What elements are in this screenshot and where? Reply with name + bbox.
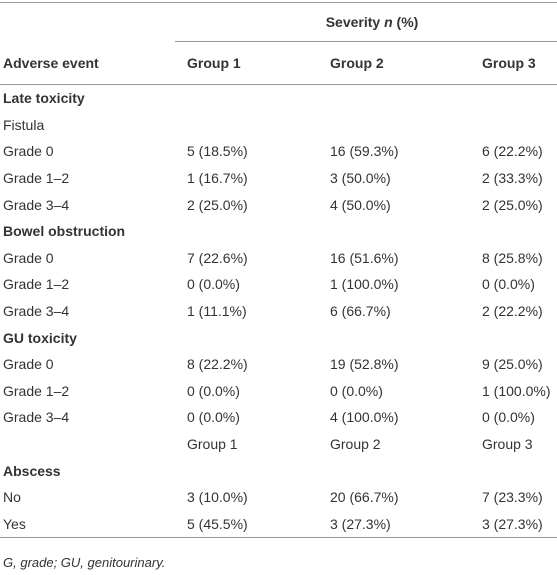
value-cell: 9 (25.0%) bbox=[482, 356, 543, 373]
data-row: Grade 3–4 0 (0.0%) 4 (100.0%) 0 (0.0%) bbox=[0, 404, 557, 431]
data-table: Severity n (%) Adverse event Group 1 Group… bbox=[0, 2, 557, 539]
value-cell: 6 (66.7%) bbox=[330, 303, 391, 320]
value-cell: 8 (22.2%) bbox=[187, 356, 248, 373]
value-cell: 3 (27.3%) bbox=[470, 510, 557, 539]
row-label: Grade 3–4 bbox=[3, 409, 70, 426]
data-row: Grade 3–4 2 (25.0%) 4 (50.0%) 2 (25.0%) bbox=[0, 191, 557, 218]
value-cell: 2 (25.0%) bbox=[482, 196, 543, 213]
value-cell: 8 (25.8%) bbox=[482, 249, 543, 266]
value-cell: 3 (27.3%) bbox=[318, 510, 470, 539]
column-header: Group 2 bbox=[318, 41, 470, 85]
severity-text: Severity bbox=[325, 14, 381, 30]
data-row: Grade 0 8 (22.2%) 19 (52.8%) 9 (25.0%) bbox=[0, 351, 557, 378]
value-cell: 0 (0.0%) bbox=[482, 276, 535, 293]
subsection-title: Fistula bbox=[3, 116, 45, 133]
value-cell: 4 (100.0%) bbox=[330, 409, 399, 426]
value-cell: 3 (10.0%) bbox=[187, 489, 248, 506]
section-title: Abscess bbox=[3, 462, 61, 479]
group-row: Group 1 Group 2 Group 3 bbox=[0, 431, 557, 458]
value-cell: 2 (25.0%) bbox=[187, 196, 248, 213]
section-title: GU toxicity bbox=[3, 329, 77, 346]
row-label: Grade 1–2 bbox=[3, 170, 70, 187]
severity-row: Severity n (%) bbox=[0, 2, 557, 42]
group-label: Group 1 bbox=[187, 436, 238, 453]
row-label: Grade 3–4 bbox=[3, 196, 70, 213]
value-cell: 7 (22.6%) bbox=[187, 249, 248, 266]
row-label: Grade 1–2 bbox=[3, 382, 70, 399]
value-cell: 7 (23.3%) bbox=[482, 489, 543, 506]
column-header: Group 3 bbox=[470, 41, 557, 85]
value-cell: 0 (0.0%) bbox=[330, 382, 383, 399]
data-row: Yes 5 (45.5%) 3 (27.3%) 3 (27.3%) bbox=[0, 510, 557, 539]
value-cell: 5 (45.5%) bbox=[175, 510, 318, 539]
header-row: Adverse event Group 1 Group 2 Group 3 bbox=[0, 41, 557, 85]
value-cell: 2 (33.3%) bbox=[482, 170, 543, 187]
column-header: Group 1 bbox=[175, 41, 318, 85]
value-cell: 0 (0.0%) bbox=[187, 276, 240, 293]
value-cell: 16 (59.3%) bbox=[330, 143, 399, 160]
section-row: Late toxicity bbox=[0, 85, 557, 112]
row-label: Grade 0 bbox=[3, 249, 54, 266]
footnote: G, grade; GU, genitourinary. bbox=[3, 555, 166, 570]
value-cell: 1 (100.0%) bbox=[330, 276, 399, 293]
value-cell: 19 (52.8%) bbox=[330, 356, 399, 373]
value-cell: 0 (0.0%) bbox=[187, 409, 240, 426]
section-title: Bowel obstruction bbox=[3, 223, 126, 240]
row-label: Grade 0 bbox=[3, 143, 54, 160]
group-label: Group 3 bbox=[482, 436, 533, 453]
table-body: Severity n (%) Adverse event Group 1 Group… bbox=[0, 2, 557, 539]
row-label: Grade 0 bbox=[3, 356, 54, 373]
value-cell: 0 (0.0%) bbox=[187, 382, 240, 399]
value-cell: 3 (50.0%) bbox=[330, 170, 391, 187]
data-row: Grade 0 5 (18.5%) 16 (59.3%) 6 (22.2%) bbox=[0, 138, 557, 165]
data-row: Grade 1–2 1 (16.7%) 3 (50.0%) 2 (33.3%) bbox=[0, 165, 557, 192]
row-label: Grade 3–4 bbox=[3, 303, 70, 320]
data-row: Grade 3–4 1 (11.1%) 6 (66.7%) 2 (22.2%) bbox=[0, 298, 557, 325]
row-label: Grade 1–2 bbox=[3, 276, 70, 293]
section-title: Late toxicity bbox=[3, 90, 85, 107]
section-row: GU toxicity bbox=[0, 324, 557, 351]
value-cell: 6 (22.2%) bbox=[482, 143, 543, 160]
severity-header: Severity n (%) bbox=[175, 2, 557, 42]
blank-cell bbox=[0, 2, 175, 42]
data-row: Grade 1–2 0 (0.0%) 0 (0.0%) 1 (100.0%) bbox=[0, 378, 557, 405]
severity-unit: (%) bbox=[396, 14, 419, 30]
group-label: Group 2 bbox=[330, 436, 381, 453]
value-cell: 2 (22.2%) bbox=[482, 303, 543, 320]
subsection-row: Fistula bbox=[0, 112, 557, 139]
section-row: Abscess bbox=[0, 457, 557, 484]
section-row: Bowel obstruction bbox=[0, 218, 557, 245]
row-label: No bbox=[3, 489, 21, 506]
data-row: Grade 1–2 0 (0.0%) 1 (100.0%) 0 (0.0%) bbox=[0, 271, 557, 298]
value-cell: 0 (0.0%) bbox=[482, 409, 535, 426]
value-cell: 1 (16.7%) bbox=[187, 170, 248, 187]
value-cell: 5 (18.5%) bbox=[187, 143, 248, 160]
blank-cell bbox=[0, 431, 175, 458]
severity-n: n bbox=[384, 14, 393, 30]
value-cell: 16 (51.6%) bbox=[330, 249, 399, 266]
row-label: Yes bbox=[0, 510, 175, 539]
data-row: No 3 (10.0%) 20 (66.7%) 7 (23.3%) bbox=[0, 484, 557, 511]
value-cell: 1 (100.0%) bbox=[482, 382, 551, 399]
value-cell: 1 (11.1%) bbox=[187, 303, 247, 320]
column-header: Adverse event bbox=[0, 41, 175, 85]
data-row: Grade 0 7 (22.6%) 16 (51.6%) 8 (25.8%) bbox=[0, 245, 557, 272]
value-cell: 20 (66.7%) bbox=[330, 489, 399, 506]
value-cell: 4 (50.0%) bbox=[330, 196, 391, 213]
